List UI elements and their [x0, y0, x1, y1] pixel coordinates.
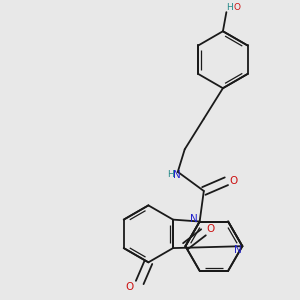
Text: H: H [226, 3, 232, 12]
Text: N: N [234, 245, 242, 255]
Text: O: O [229, 176, 238, 186]
Text: N: N [173, 170, 181, 180]
Text: H: H [167, 170, 173, 179]
Text: O: O [126, 282, 134, 292]
Text: O: O [206, 224, 214, 234]
Text: N: N [190, 214, 197, 224]
Text: O: O [234, 3, 241, 12]
